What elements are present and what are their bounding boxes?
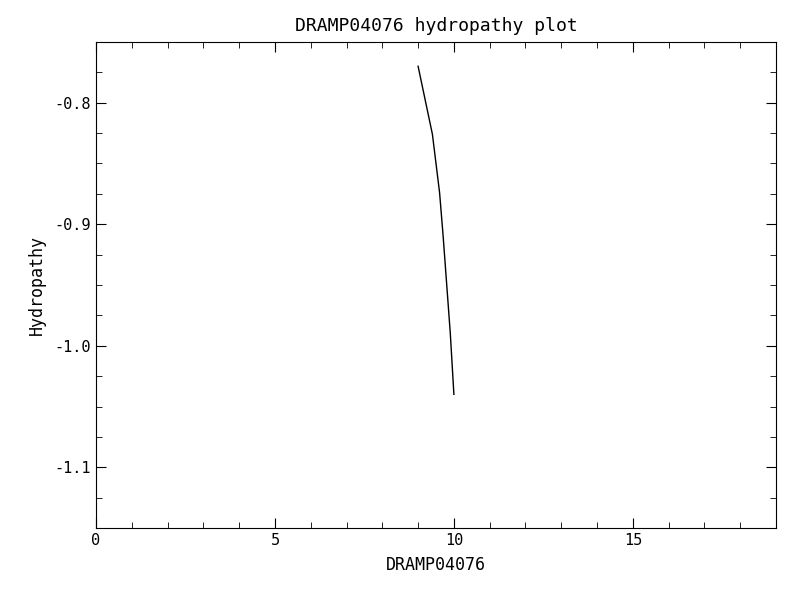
X-axis label: DRAMP04076: DRAMP04076 [386,556,486,574]
Y-axis label: Hydropathy: Hydropathy [28,235,46,335]
Title: DRAMP04076 hydropathy plot: DRAMP04076 hydropathy plot [294,17,578,35]
